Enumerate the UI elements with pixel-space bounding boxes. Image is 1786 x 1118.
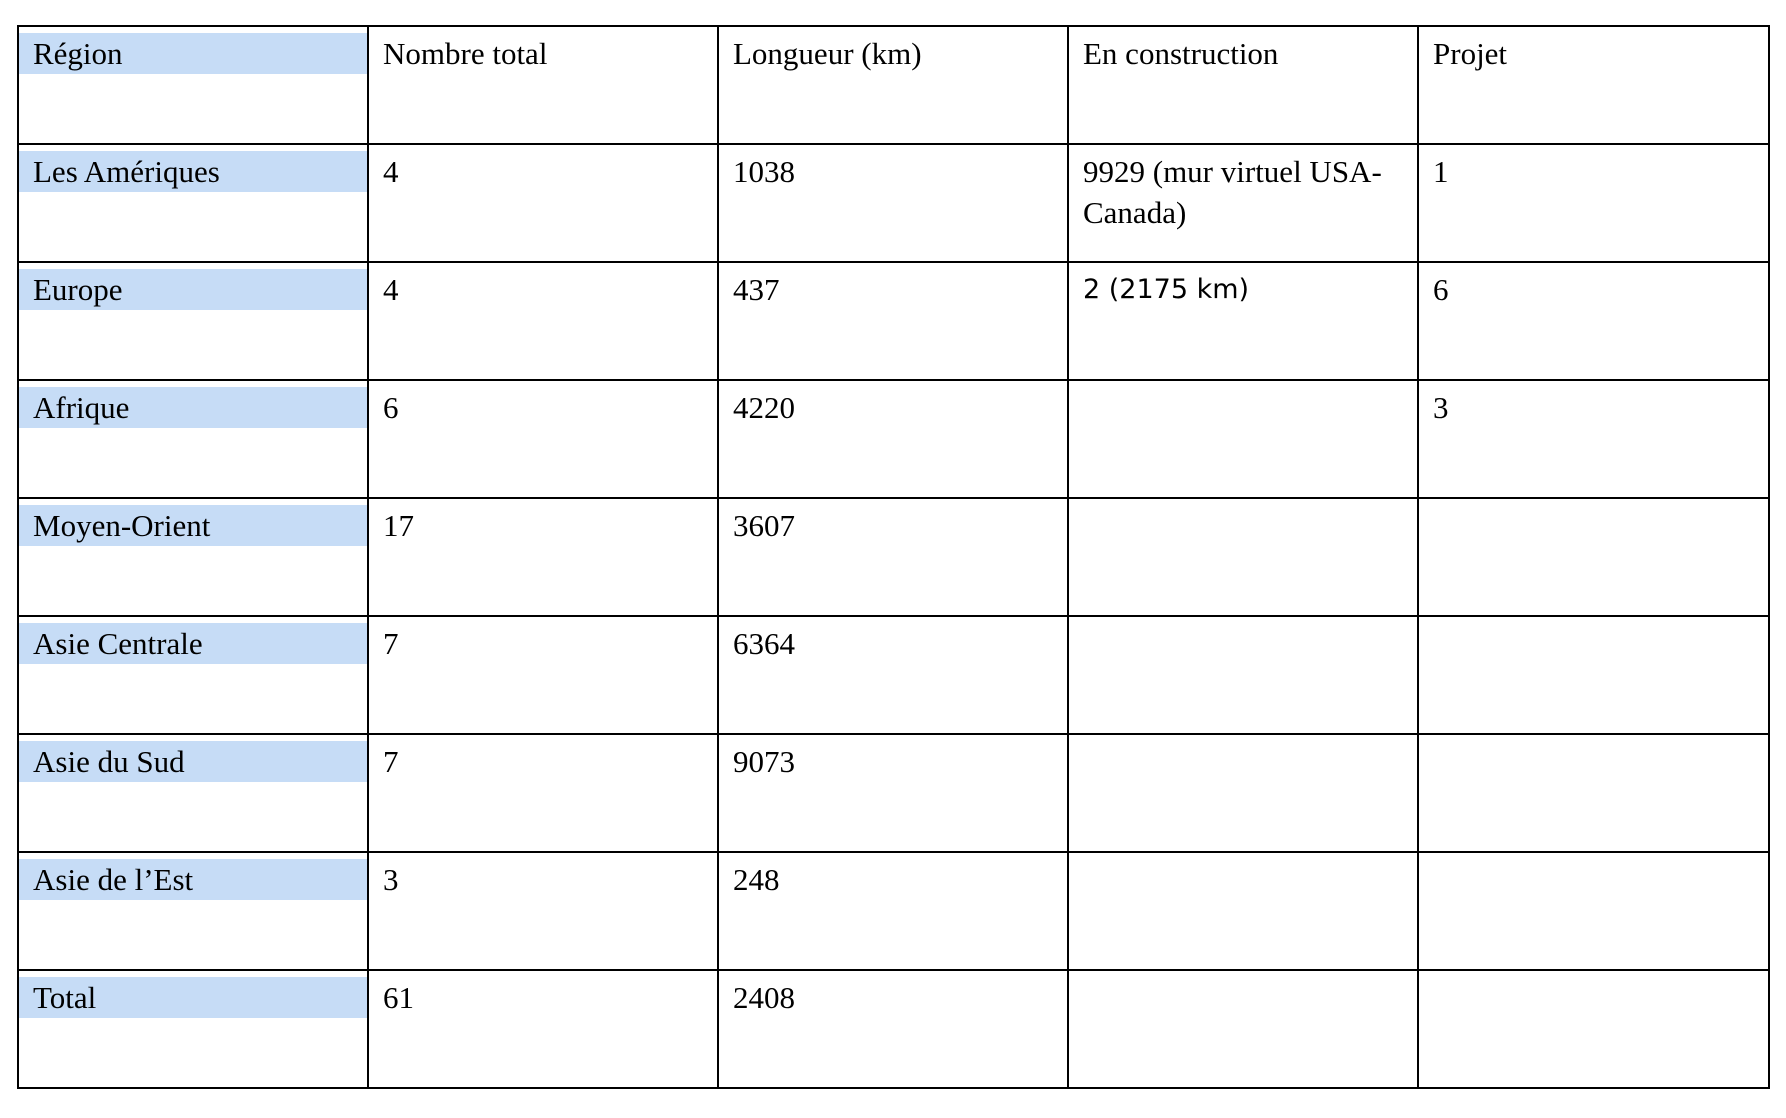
highlight: Les Amériques — [19, 151, 367, 192]
cell-text: 2408 — [733, 980, 795, 1015]
cell-text: 7 — [383, 626, 399, 661]
table-cell: 1 — [1417, 143, 1770, 263]
table-row: Asie de l’Est 3 248 — [17, 851, 1770, 971]
table-cell — [1417, 969, 1770, 1089]
table-cell — [1067, 851, 1419, 971]
table-cell: 3 — [367, 851, 719, 971]
highlight: Asie de l’Est — [19, 859, 367, 900]
cell-text: Moyen-Orient — [19, 505, 367, 546]
cell-text: 4 — [383, 272, 399, 307]
table-row: Moyen-Orient 17 3607 — [17, 497, 1770, 617]
table-row: Total 61 2408 — [17, 969, 1770, 1089]
table-cell — [1067, 969, 1419, 1089]
cell-text: Europe — [19, 269, 367, 310]
cell-text: Asie de l’Est — [19, 859, 367, 900]
header-row: Région Nombre total Longueur (km) En constr… — [17, 25, 1770, 145]
table-cell: 3607 — [717, 497, 1069, 617]
table-cell: 1038 — [717, 143, 1069, 263]
table-cell — [1067, 733, 1419, 853]
highlight: Europe — [19, 269, 367, 310]
cell-text: 1 — [1433, 154, 1449, 189]
cell-text: 437 — [733, 272, 780, 307]
table-row: Asie du Sud 7 9073 — [17, 733, 1770, 853]
cell-text: Asie du Sud — [19, 741, 367, 782]
cell-text: Projet — [1433, 36, 1508, 71]
table-cell: 7 — [367, 733, 719, 853]
table-cell — [1417, 615, 1770, 735]
table-cell: 437 — [717, 261, 1069, 381]
table-cell: 9073 — [717, 733, 1069, 853]
table-cell — [1067, 379, 1419, 499]
table-row: Les Amériques 4 1038 9929 (mur virtuel USA-… — [17, 143, 1770, 263]
cell-text: 3607 — [733, 508, 795, 543]
table-cell: 2408 — [717, 969, 1069, 1089]
cell-text: Région — [19, 33, 367, 74]
region-cell: Région — [17, 25, 369, 145]
table-cell — [1417, 497, 1770, 617]
cell-text: 61 — [383, 980, 414, 1015]
highlight: Total — [19, 977, 367, 1018]
table-cell: Longueur (km) — [717, 25, 1069, 145]
table-cell: 9929 (mur virtuel USA-Canada) — [1067, 143, 1419, 263]
region-cell: Les Amériques — [17, 143, 369, 263]
table-cell: 6 — [1417, 261, 1770, 381]
cell-text: 2 (2175 km) — [1083, 274, 1250, 305]
cell-text: 9073 — [733, 744, 795, 779]
table-cell: 3 — [1417, 379, 1770, 499]
cell-text: En construction — [1083, 36, 1279, 71]
table-cell: 17 — [367, 497, 719, 617]
cell-text: 4220 — [733, 390, 795, 425]
highlight: Asie Centrale — [19, 623, 367, 664]
cell-text: 9929 (mur virtuel USA-Canada) — [1083, 154, 1382, 230]
region-cell: Europe — [17, 261, 369, 381]
table-cell: 4 — [367, 143, 719, 263]
cell-text: Total — [19, 977, 367, 1018]
region-cell: Asie de l’Est — [17, 851, 369, 971]
region-cell: Asie du Sud — [17, 733, 369, 853]
cell-text: Les Amériques — [19, 151, 367, 192]
table-cell — [1417, 851, 1770, 971]
table-cell: 2 (2175 km) — [1067, 261, 1419, 381]
table-cell: 4220 — [717, 379, 1069, 499]
table-cell: 6 — [367, 379, 719, 499]
cell-text: 3 — [1433, 390, 1449, 425]
table-cell: Nombre total — [367, 25, 719, 145]
table-cell: 6364 — [717, 615, 1069, 735]
table-cell: 7 — [367, 615, 719, 735]
table-row: Europe 4 437 2 (2175 km) 6 — [17, 261, 1770, 381]
highlight: Asie du Sud — [19, 741, 367, 782]
data-table: Région Nombre total Longueur (km) En constr… — [17, 25, 1770, 1089]
table-cell — [1067, 615, 1419, 735]
table-cell: 61 — [367, 969, 719, 1089]
cell-text: 4 — [383, 154, 399, 189]
table-cell — [1417, 733, 1770, 853]
cell-text: 7 — [383, 744, 399, 779]
table-row: Afrique 6 4220 3 — [17, 379, 1770, 499]
cell-text: 17 — [383, 508, 414, 543]
table-cell: 248 — [717, 851, 1069, 971]
region-cell: Moyen-Orient — [17, 497, 369, 617]
table-cell: En construction — [1067, 25, 1419, 145]
cell-text: Nombre total — [383, 36, 548, 71]
table-cell: Projet — [1417, 25, 1770, 145]
region-cell: Total — [17, 969, 369, 1089]
cell-text: 248 — [733, 862, 780, 897]
region-cell: Afrique — [17, 379, 369, 499]
table-row: Asie Centrale 7 6364 — [17, 615, 1770, 735]
cell-text: Asie Centrale — [19, 623, 367, 664]
region-cell: Asie Centrale — [17, 615, 369, 735]
cell-text: Longueur (km) — [733, 36, 922, 71]
highlight: Moyen-Orient — [19, 505, 367, 546]
highlight: Région — [19, 33, 367, 74]
highlight: Afrique — [19, 387, 367, 428]
cell-text: Afrique — [19, 387, 367, 428]
cell-text: 6364 — [733, 626, 795, 661]
cell-text: 6 — [383, 390, 399, 425]
table-cell: 4 — [367, 261, 719, 381]
cell-text: 1038 — [733, 154, 795, 189]
cell-text: 3 — [383, 862, 399, 897]
cell-text: 6 — [1433, 272, 1449, 307]
table-cell — [1067, 497, 1419, 617]
